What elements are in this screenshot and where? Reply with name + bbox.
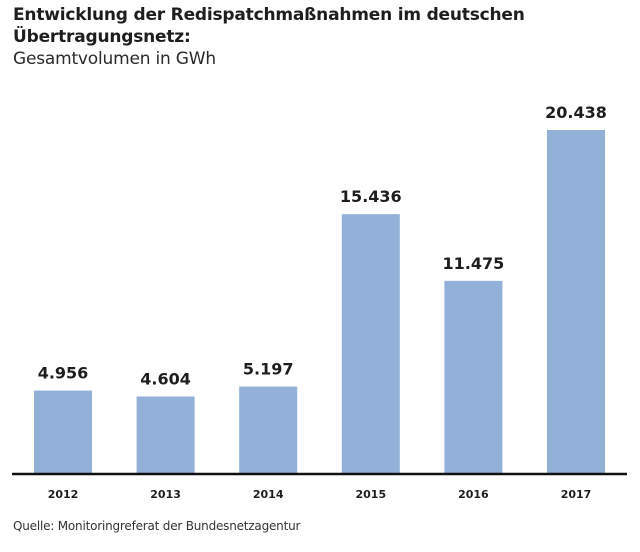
data-label-2016: 11.475 <box>443 254 505 273</box>
x-tick-label-2012: 2012 <box>48 488 79 501</box>
x-tick-label-2017: 2017 <box>561 488 592 501</box>
bar-2013 <box>136 396 195 474</box>
x-tick-label-2014: 2014 <box>253 488 284 501</box>
chart-title-line-1: Entwicklung der Redispatchmaßnahmen im d… <box>13 5 525 25</box>
source-note: Quelle: Monitoringreferat der Bundesnetz… <box>13 519 301 533</box>
bar-2015 <box>341 214 400 475</box>
bar-2014 <box>239 386 298 474</box>
x-tick-label-2013: 2013 <box>150 488 181 501</box>
bar-2012 <box>34 390 92 474</box>
bar-2017 <box>547 130 605 474</box>
chart-title-line-2: Übertragungsnetz: <box>13 27 191 47</box>
data-label-2017: 20.438 <box>545 103 607 122</box>
data-label-2015: 15.436 <box>340 187 402 206</box>
x-tick-label-2015: 2015 <box>355 488 386 501</box>
chart-title: Entwicklung der Redispatchmaßnahmen im d… <box>13 4 525 48</box>
data-label-2014: 5.197 <box>243 360 294 379</box>
chart-subtitle: Gesamtvolumen in GWh <box>13 49 216 69</box>
x-tick-label-2016: 2016 <box>458 488 489 501</box>
data-label-2013: 4.604 <box>140 370 191 389</box>
data-label-2012: 4.956 <box>38 364 89 383</box>
bar-2016 <box>444 280 503 474</box>
